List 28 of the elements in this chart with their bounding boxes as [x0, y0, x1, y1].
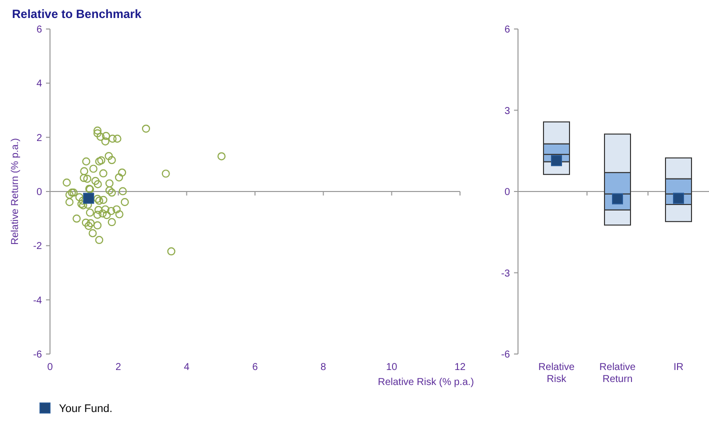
y-tick-label: -3: [501, 268, 510, 280]
y-tick-label: 0: [504, 187, 510, 198]
y-axis-title: Relative Return (% p.a.): [10, 138, 21, 245]
x-tick-label: Relative Risk: [538, 362, 575, 385]
point: [551, 155, 562, 166]
point: [673, 192, 684, 204]
legend-label: Your Fund.: [59, 403, 112, 415]
x-tick-label: 8: [320, 362, 327, 373]
x-tick-label: 6: [252, 362, 258, 373]
y-tick-label: 4: [36, 78, 42, 90]
y-tick-label: -6: [33, 350, 42, 360]
chart-title: Relative to Benchmark: [12, 7, 142, 21]
x-tick-label: 2: [116, 362, 122, 373]
x-axis-title: Relative Risk (% p.a.): [378, 377, 474, 388]
y-tick-label: -2: [33, 241, 42, 252]
y-tick-label: 2: [36, 132, 42, 144]
x-tick-label: 10: [386, 362, 398, 373]
x-tick-label: Relative Return: [599, 362, 636, 385]
y-tick-label: 0: [36, 187, 42, 198]
y-tick-label: 3: [504, 106, 510, 117]
y-tick-label: 6: [504, 24, 510, 36]
y-tick-label: -4: [33, 295, 42, 306]
y-tick-label: -6: [501, 350, 510, 360]
x-tick-label: 4: [184, 362, 190, 373]
y-tick-label: 6: [36, 24, 42, 36]
x-tick-label: 0: [47, 362, 54, 373]
x-tick-label: 12: [454, 362, 466, 373]
x-tick-label: IR: [674, 362, 684, 373]
